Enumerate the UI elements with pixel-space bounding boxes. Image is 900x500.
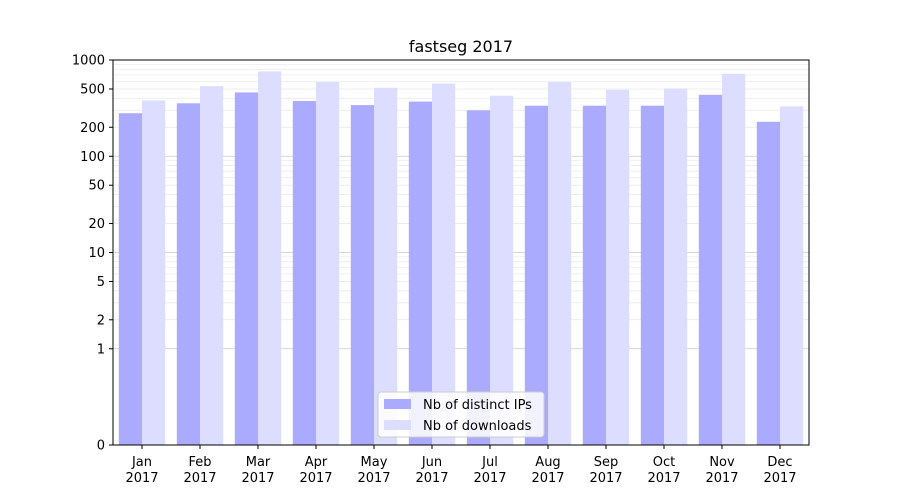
legend-box — [377, 391, 545, 438]
chart-title: fastseg 2017 — [409, 37, 513, 56]
bar — [142, 100, 166, 445]
legend: Nb of distinct IPs Nb of downloads — [377, 391, 545, 438]
x-tick-label: 2017 — [415, 471, 448, 486]
bar — [582, 105, 606, 445]
bar — [548, 82, 572, 446]
legend-swatch — [384, 420, 411, 430]
y-tick-label: 1000 — [72, 54, 105, 69]
y-tick-label: 5 — [97, 275, 105, 290]
y-tick-label: 20 — [88, 217, 105, 232]
x-tick-label: 2017 — [473, 471, 506, 486]
bar — [664, 88, 688, 446]
x-tick-label: 2017 — [763, 471, 796, 486]
x-tick-label: Feb — [188, 455, 211, 470]
x-tick-label: May — [361, 455, 388, 470]
bar — [432, 83, 456, 446]
x-tick-label: Dec — [767, 455, 792, 470]
bar — [408, 101, 432, 446]
legend-label: Nb of downloads — [423, 419, 532, 434]
bar — [200, 86, 224, 446]
bar — [722, 73, 746, 445]
bar — [176, 103, 200, 445]
x-tick-label: 2017 — [647, 471, 680, 486]
x-tick-label: 2017 — [531, 471, 564, 486]
grid-lines — [113, 59, 809, 350]
y-tick-label: 500 — [80, 82, 105, 97]
y-tick-label: 1 — [97, 342, 105, 357]
y-tick-label: 50 — [88, 179, 105, 194]
legend-label: Nb of distinct IPs — [423, 398, 532, 413]
x-tick-label: Sep — [594, 455, 619, 470]
bar — [118, 113, 142, 446]
x-tick-label: Apr — [305, 455, 328, 470]
bar — [780, 106, 804, 446]
bar — [350, 105, 374, 445]
bar — [292, 100, 316, 446]
bar — [640, 105, 664, 445]
x-tick-label: 2017 — [705, 471, 738, 486]
bar — [234, 92, 258, 445]
y-tick-label: 10 — [88, 246, 105, 261]
x-tick-label: 2017 — [125, 471, 158, 486]
bars — [118, 71, 804, 446]
bar — [698, 94, 722, 445]
y-tick-label: 0 — [97, 439, 105, 454]
x-tick-label: Jan — [131, 455, 152, 470]
bar — [316, 82, 340, 446]
bar — [258, 71, 282, 446]
x-tick-label: Oct — [653, 455, 675, 470]
bar — [606, 89, 630, 445]
x-tick-label: 2017 — [299, 471, 332, 486]
x-tick-label: 2017 — [183, 471, 216, 486]
y-tick-label: 100 — [80, 150, 105, 165]
x-tick-label: 2017 — [357, 471, 390, 486]
bar — [374, 87, 398, 445]
x-tick-label: 2017 — [589, 471, 622, 486]
y-tick-label: 200 — [80, 121, 105, 136]
bar — [466, 110, 490, 445]
bar — [756, 121, 780, 445]
bar — [490, 95, 514, 445]
bar — [524, 105, 548, 445]
y-tick-label: 2 — [97, 313, 105, 328]
x-tick-label: Jun — [421, 455, 442, 470]
x-tick-label: 2017 — [241, 471, 274, 486]
x-tick-label: Nov — [709, 455, 735, 470]
legend-swatch — [384, 399, 411, 409]
x-tick-label: Mar — [246, 455, 271, 470]
y-axis: 0 1 2 5 10 20 50 100 200 500 1000 — [72, 54, 113, 454]
x-tick-label: Aug — [535, 455, 560, 470]
x-tick-label: Jul — [481, 455, 498, 470]
x-axis: Jan2017Feb2017Mar2017Apr2017May2017Jun20… — [125, 445, 797, 486]
